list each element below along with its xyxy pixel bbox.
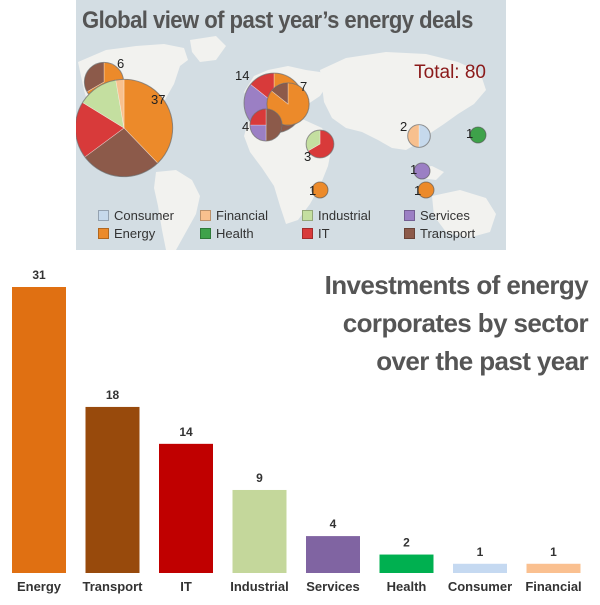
bubble-count-label: 2 — [400, 119, 408, 134]
legend-label: Financial — [216, 208, 269, 223]
bubble-count-label: 37 — [151, 92, 166, 107]
bar-industrial — [232, 489, 287, 573]
legend-swatch — [404, 228, 415, 239]
bubble-slice — [413, 162, 431, 180]
category-label: Financial — [525, 579, 581, 594]
bubble-outline — [266, 82, 310, 126]
deal-bubble — [305, 129, 335, 159]
bar-value-label: 4 — [330, 517, 337, 531]
bar-value-label: 9 — [256, 471, 263, 485]
bar-financial — [526, 563, 581, 573]
legend-item-it: IT — [302, 226, 330, 241]
south-america-landmass — [154, 170, 200, 250]
legend-item-industrial: Industrial — [302, 208, 371, 223]
bubble-outline — [305, 129, 335, 159]
sector-bar-chart: 31 Energy 18 Transport 14 IT 9 Industrial 4 Servi… — [12, 268, 582, 594]
bubble-count-label: 1 — [414, 183, 422, 198]
legend-label: Consumer — [114, 208, 174, 223]
bubble-count-label: 1 — [309, 183, 317, 198]
category-label: Transport — [83, 579, 144, 594]
category-label: IT — [180, 579, 192, 594]
category-label: Health — [387, 579, 427, 594]
deal-bubble — [311, 181, 329, 199]
legend-item-energy: Energy — [98, 226, 155, 241]
category-label: Industrial — [230, 579, 289, 594]
bar-value-label: 18 — [106, 388, 120, 402]
bubble-outline — [76, 78, 174, 178]
bubble-count-label: 4 — [242, 119, 250, 134]
legend-swatch — [200, 210, 211, 221]
bar-chart-title: Investments of energy corporates by sect… — [324, 270, 589, 376]
bubble-slice — [469, 126, 487, 144]
bar-value-label: 1 — [477, 545, 484, 559]
map-legend: Consumer Financial Industrial Services E… — [96, 208, 496, 248]
legend-label: Energy — [114, 226, 156, 241]
map-title: Global view of past year’s energy deals — [82, 7, 473, 34]
deal-bubble — [76, 78, 174, 178]
bar-consumer — [453, 563, 507, 573]
bubble-slice — [417, 181, 435, 199]
bar-value-label: 2 — [403, 536, 410, 550]
bubble-count-label: 14 — [235, 68, 250, 83]
bar-energy — [12, 287, 66, 573]
legend-swatch — [302, 210, 313, 221]
bubble-count-label: 7 — [300, 79, 308, 94]
bubble-count-label: 1 — [410, 162, 418, 177]
legend-label: Health — [216, 226, 254, 241]
greenland-landmass — [190, 36, 226, 62]
legend-item-financial: Financial — [200, 208, 268, 223]
world-map — [76, 36, 496, 250]
bubble-count-label: 6 — [117, 56, 125, 71]
deal-bubbles — [76, 61, 487, 199]
category-label: Consumer — [448, 579, 512, 594]
category-label: Services — [306, 579, 360, 594]
asia-landmass — [320, 52, 486, 150]
legend-label: Industrial — [318, 208, 371, 223]
category-label: Energy — [17, 579, 62, 594]
legend-swatch — [404, 210, 415, 221]
bubble-slice — [311, 181, 329, 199]
deal-bubble — [413, 162, 431, 180]
world-map-panel: Global view of past year’s energy deals … — [76, 0, 506, 250]
bar-value-label: 31 — [32, 268, 46, 282]
bar-transport — [85, 406, 140, 573]
legend-item-health: Health — [200, 226, 254, 241]
deal-bubble — [417, 181, 435, 199]
legend-label: IT — [318, 226, 330, 241]
bubble-outline — [407, 124, 431, 148]
bubble-outline — [249, 108, 283, 142]
total-deals-label: Total: 80 — [414, 62, 486, 83]
bar-value-label: 14 — [179, 425, 193, 439]
legend-label: Services — [420, 208, 470, 223]
bar-health — [379, 554, 434, 573]
bar-services — [306, 536, 360, 573]
legend-swatch — [200, 228, 211, 239]
legend-item-transport: Transport — [404, 226, 475, 241]
australia-landmass — [432, 190, 496, 238]
legend-item-consumer: Consumer — [98, 208, 174, 223]
legend-item-services: Services — [404, 208, 470, 223]
bubble-count-label: 1 — [466, 126, 474, 141]
bar-value-label: 1 — [550, 545, 557, 559]
bar-it — [159, 443, 213, 573]
deal-bubble — [407, 124, 431, 148]
legend-swatch — [98, 228, 109, 239]
legend-swatch — [302, 228, 313, 239]
legend-swatch — [98, 210, 109, 221]
bubble-count-label: 3 — [304, 149, 312, 164]
deal-bubble — [249, 108, 283, 142]
deal-bubble — [469, 126, 487, 144]
legend-label: Transport — [420, 226, 476, 241]
